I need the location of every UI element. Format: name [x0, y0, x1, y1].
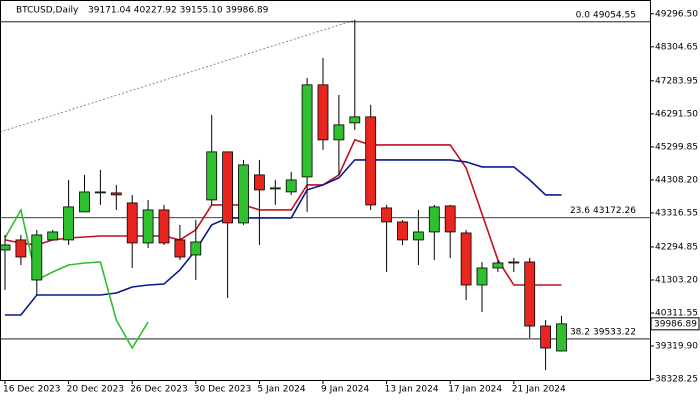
candle-body	[95, 191, 106, 194]
candle-body	[110, 192, 122, 196]
candle-body	[556, 323, 567, 352]
candle-body	[15, 239, 27, 258]
fib-level-name: 0.0	[576, 10, 591, 20]
candle-body	[79, 191, 90, 213]
candle-body	[158, 209, 170, 244]
candle-body	[397, 221, 408, 241]
candle-body	[428, 206, 440, 233]
x-tick-label: 26 Dec 2023	[130, 385, 188, 395]
y-tick-label: 47283.95	[655, 76, 698, 86]
candle-body	[174, 239, 186, 258]
price-label: 39986.89	[654, 319, 697, 329]
y-tick-label: 44308.20	[655, 175, 698, 185]
fib-level-value: 39533.22	[593, 327, 636, 337]
candle-body	[269, 187, 281, 190]
price-box	[650, 317, 700, 331]
plot-frame	[0, 0, 651, 381]
y-tick-label: 42294.85	[655, 242, 698, 252]
fib-level-name: 38.2	[570, 327, 590, 337]
candle-body	[285, 179, 297, 193]
y-tick-label: 38328.25	[655, 375, 698, 385]
candle-body	[31, 234, 43, 281]
x-tick-label: 21 Jan 2024	[512, 385, 566, 395]
header-ohlc: 39171.04 40227.92 39155.10 39986.89	[88, 6, 269, 16]
candle-body	[317, 84, 329, 141]
x-tick-label: 5 Jan 2024	[257, 385, 305, 395]
candle-body	[142, 209, 154, 244]
candle-body	[460, 232, 472, 286]
candle-body	[253, 174, 265, 191]
fib-level-name: 23.6	[570, 206, 590, 216]
indicator-line	[5, 159, 562, 316]
y-tick-label: 49296.50	[655, 9, 698, 19]
y-tick-label: 46291.50	[655, 109, 698, 119]
x-tick-label: 17 Jan 2024	[448, 385, 502, 395]
indicator-line	[4, 138, 562, 286]
fib-level-value: 49054.55	[593, 10, 636, 20]
candle-body	[444, 205, 456, 233]
candle-body	[0, 244, 11, 251]
x-tick-label: 16 Dec 2023	[3, 385, 61, 395]
y-tick-label: 43316.55	[655, 208, 698, 218]
candle-body	[381, 207, 393, 223]
candle-body	[63, 206, 74, 241]
y-tick-label: 39319.90	[655, 342, 698, 352]
y-tick-label: 45299.85	[655, 142, 698, 152]
symbol: BTCUSD,Daily	[16, 6, 79, 16]
x-tick-label: 13 Jan 2024	[385, 385, 439, 395]
y-tick-label: 41303.20	[655, 275, 698, 285]
candle-body	[540, 325, 551, 349]
candle-body	[47, 231, 59, 241]
y-tick-label: 48304.65	[655, 42, 698, 52]
candle-body	[524, 261, 536, 327]
candle-body	[190, 241, 202, 256]
candle-body	[508, 261, 520, 264]
candle-body	[206, 151, 218, 201]
candle-body	[476, 267, 488, 286]
indicator-line	[4, 207, 149, 350]
candle-body	[126, 202, 138, 244]
candle-body	[412, 231, 424, 241]
candle-body	[222, 151, 234, 224]
x-tick-label: 20 Dec 2023	[67, 385, 125, 395]
candle-body	[333, 124, 345, 141]
candle-body	[238, 164, 249, 224]
fib-level-value: 43172.26	[593, 206, 636, 216]
y-tick-label: 40311.55	[655, 309, 698, 319]
x-tick-label: 9 Jan 2024	[321, 385, 369, 395]
plot-area	[0, 19, 650, 371]
x-tick-label: 30 Dec 2023	[194, 385, 252, 395]
candle-body	[492, 262, 504, 269]
candle-body	[301, 84, 313, 178]
candle-body	[365, 116, 377, 206]
candle-body	[349, 116, 361, 124]
